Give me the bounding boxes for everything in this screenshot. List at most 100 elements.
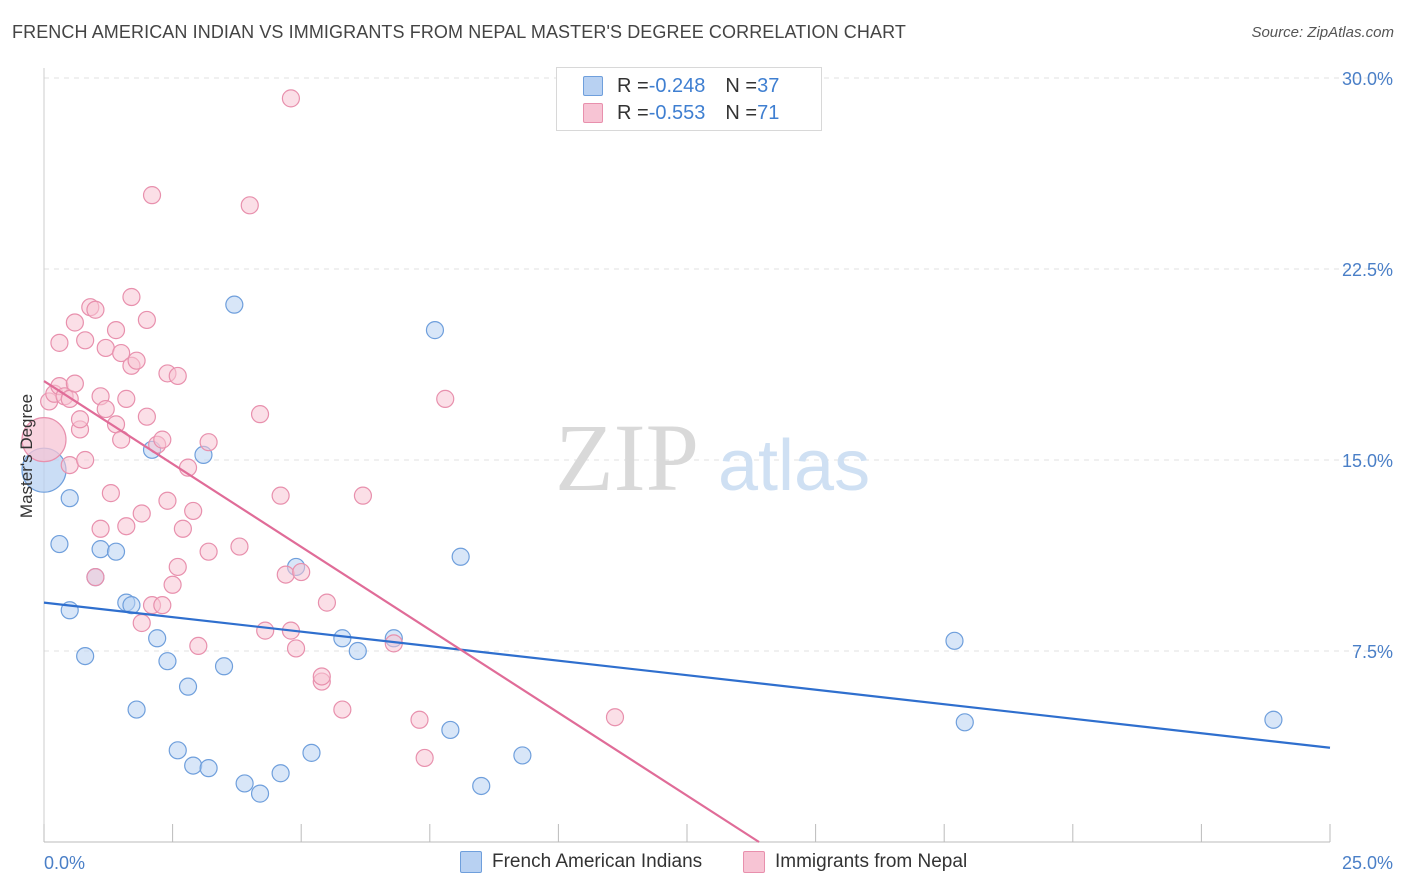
data-point [127, 700, 146, 719]
data-point [137, 407, 156, 426]
data-point [333, 700, 352, 719]
data-point [189, 636, 208, 656]
trend-line-0 [43, 601, 1331, 749]
stats-row-blue: R = -0.248 N = 37 [583, 73, 779, 99]
legend-swatch-blue [460, 851, 482, 873]
data-point [173, 519, 192, 538]
data-point [106, 542, 126, 561]
data-point [76, 450, 95, 470]
x-tick-label-max: 25.0% [1342, 853, 1393, 873]
data-point [415, 748, 434, 768]
data-point [605, 708, 625, 727]
data-point [168, 741, 187, 760]
data-point [168, 366, 187, 386]
stats-legend: R = -0.248 N = 37 R = -0.553 N = 71 [556, 67, 822, 131]
y-tick-label-3: 30.0% [1342, 69, 1393, 89]
data-point [65, 313, 84, 332]
watermark-atlas: atlas [718, 426, 870, 506]
r-value: -0.248 [648, 74, 706, 97]
grid-lines [44, 77, 1393, 652]
data-point [86, 300, 105, 319]
y-tick-label-0: 7.5% [1352, 642, 1393, 662]
series-immigrants-from-nepal [21, 89, 625, 768]
data-point [101, 484, 120, 503]
r-label: R = [617, 101, 649, 124]
data-point [240, 196, 259, 215]
data-point [184, 756, 203, 775]
data-point [122, 596, 141, 615]
source-label: Source: ZipAtlas.com [1251, 24, 1394, 41]
legend-swatch-pink [743, 851, 765, 873]
data-point [158, 652, 177, 671]
data-point [158, 491, 177, 510]
data-point [50, 534, 69, 554]
y-tick-label-1: 15.0% [1342, 451, 1393, 471]
data-point [76, 646, 95, 666]
data-point [955, 713, 974, 732]
data-point [256, 621, 275, 640]
data-point [137, 310, 156, 330]
data-point [312, 667, 331, 686]
data-point [153, 430, 172, 449]
data-point [436, 389, 455, 408]
data-point [276, 565, 295, 584]
data-point [225, 295, 244, 314]
data-point [60, 489, 79, 508]
data-point [127, 351, 146, 370]
data-point [292, 562, 311, 582]
data-point [96, 338, 115, 358]
data-point [153, 596, 172, 615]
data-point [235, 774, 254, 793]
legend-item-immigrants-from-nepal[interactable]: Immigrants from Nepal [743, 851, 967, 873]
data-point [199, 542, 218, 561]
data-point [50, 333, 69, 352]
data-point [317, 593, 337, 612]
data-point [513, 746, 532, 765]
trend-lines [43, 380, 1331, 843]
data-point [214, 657, 234, 676]
data-point [86, 568, 105, 587]
n-label: N = [725, 101, 758, 124]
data-point [271, 486, 290, 505]
data-point [286, 639, 306, 658]
data-point [106, 321, 126, 340]
data-point [451, 547, 470, 566]
legend-label: Immigrants from Nepal [775, 851, 968, 872]
data-point [76, 331, 95, 350]
data-point [441, 720, 460, 740]
n-label: N = [725, 74, 758, 97]
x-tick-label-min: 0.0% [44, 853, 85, 873]
data-point [348, 641, 367, 661]
data-point [91, 519, 110, 538]
r-label: R = [617, 74, 649, 97]
data-point [122, 287, 141, 307]
data-point [132, 613, 151, 633]
data-point [199, 759, 218, 778]
data-point [21, 417, 67, 463]
data-point [472, 776, 491, 796]
data-point [117, 389, 136, 408]
data-point [333, 629, 352, 648]
trend-line-1 [43, 380, 760, 843]
data-point [60, 455, 79, 475]
legend-item-french-american-indians[interactable]: French American Indians [460, 851, 702, 873]
data-point [168, 557, 187, 577]
data-point [410, 710, 429, 729]
legend-label: French American Indians [492, 851, 703, 872]
data-point [148, 629, 167, 648]
data-point [91, 540, 110, 559]
watermark-zip: ZIP [555, 404, 699, 511]
r-value: -0.553 [648, 101, 706, 124]
data-point [425, 321, 445, 340]
data-point [945, 631, 964, 650]
data-point [132, 504, 151, 523]
n-value: 37 [757, 74, 780, 97]
legend-swatch-blue [583, 76, 603, 96]
data-point [230, 537, 249, 556]
data-point [199, 433, 218, 452]
data-point [302, 743, 321, 762]
y-axis-label: Master's Degree [17, 394, 36, 518]
chart-title: FRENCH AMERICAN INDIAN VS IMMIGRANTS FRO… [12, 22, 906, 42]
data-point [1264, 710, 1283, 729]
